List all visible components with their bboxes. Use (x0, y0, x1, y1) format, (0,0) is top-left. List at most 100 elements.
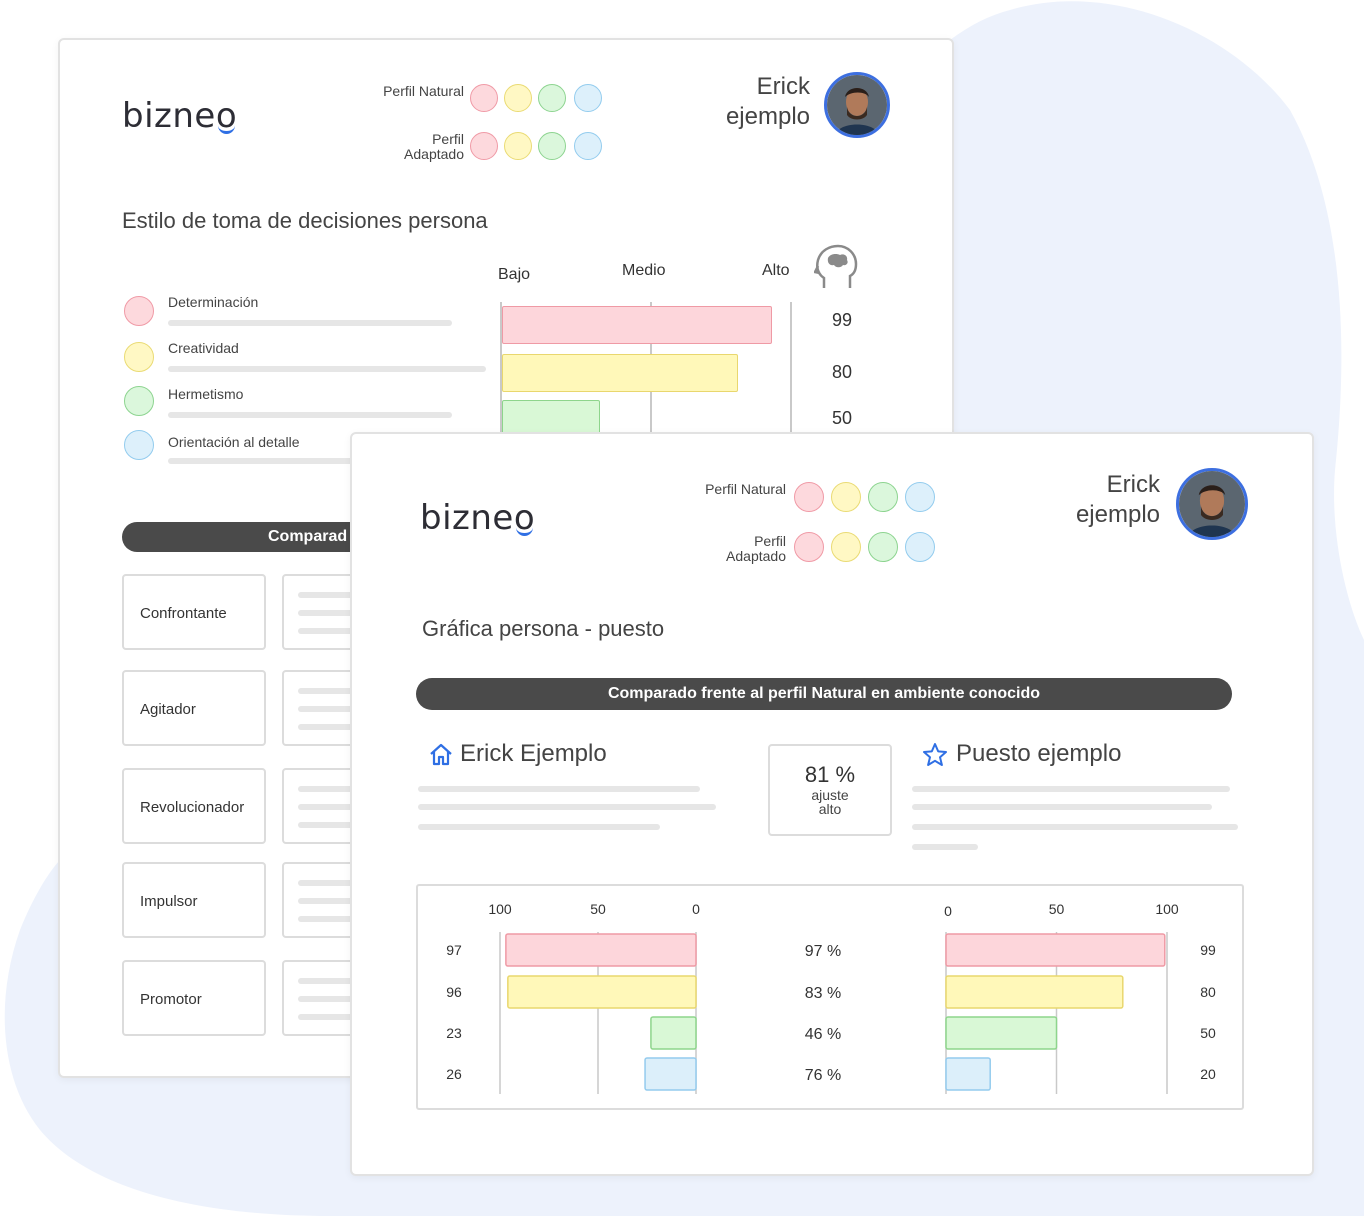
comparison-chart: 100 50 0 0 50 100 97 96 23 26 99 80 50 20 97 % 83 % 46 %… (416, 884, 1244, 1110)
job-value: 50 (1200, 1025, 1216, 1041)
axis-line (790, 302, 792, 432)
person-bar (507, 975, 697, 1009)
right-axis-tick: 50 (1049, 901, 1065, 917)
user-first-name: Erick (1106, 471, 1160, 498)
job-heading: Puesto ejemplo (956, 740, 1122, 767)
type-label: Promotor (140, 991, 202, 1008)
natural-yellow-dot (831, 482, 861, 512)
natural-blue-dot (905, 482, 935, 512)
fit-label-2: alto (818, 801, 842, 817)
placeholder-line (168, 412, 452, 418)
user-last-name: ejemplo (725, 103, 810, 130)
fit-label-1: ajuste (811, 787, 849, 803)
type-card[interactable]: Promotor (122, 960, 266, 1036)
match-percent: 76 % (805, 1067, 841, 1084)
type-card[interactable]: Impulsor (122, 862, 266, 938)
legend-natural-label: Perfil Natural (383, 83, 464, 99)
placeholder-line (418, 824, 660, 830)
person-bar (650, 1016, 697, 1050)
fit-score-box: 81 % ajuste alto (768, 744, 892, 836)
adapted-blue-dot (574, 132, 602, 160)
person-value: 26 (446, 1066, 462, 1082)
bizneo-logo: bizneo (420, 498, 535, 538)
placeholder-line (912, 804, 1212, 810)
adapted-yellow-dot (831, 532, 861, 562)
adapted-blue-dot (905, 532, 935, 562)
placeholder-line (298, 628, 358, 634)
job-value: 80 (1200, 984, 1216, 1000)
placeholder-line (298, 880, 358, 886)
placeholder-line (298, 1014, 358, 1020)
placeholder-line (298, 592, 358, 598)
job-value: 99 (1200, 942, 1216, 958)
match-percent: 83 % (805, 985, 841, 1002)
adapted-red-dot (794, 532, 824, 562)
person-job-comparison-card: bizneo Perfil Natural Perfil Adaptado Er… (350, 432, 1314, 1176)
type-card[interactable]: Agitador (122, 670, 266, 746)
legend-natural-label: Perfil Natural (705, 481, 786, 497)
left-axis-tick: 100 (488, 901, 512, 917)
placeholder-line (298, 610, 358, 616)
placeholder-line (912, 844, 978, 850)
natural-green-dot (868, 482, 898, 512)
person-bar (644, 1057, 697, 1091)
left-axis-tick: 0 (692, 901, 700, 917)
placeholder-line (912, 786, 1230, 792)
logo-o: o (513, 498, 536, 538)
person-heading: Erick Ejemplo (460, 740, 607, 767)
placeholder-line (168, 458, 368, 464)
legend-adapted-label: Perfil Adaptado (404, 131, 464, 162)
scale-high-label: Alto (762, 262, 790, 279)
trait-red-dot (124, 296, 154, 326)
comparison-pill: Comparado frente al perfil Natural en am… (416, 678, 1232, 710)
job-value: 20 (1200, 1066, 1216, 1082)
avatar-photo (827, 75, 887, 135)
page-title: Estilo de toma de decisiones persona (122, 208, 488, 233)
type-label: Confrontante (140, 605, 227, 622)
comparison-chart-svg: 100 50 0 0 50 100 97 96 23 26 99 80 50 20 97 % 83 % 46 %… (446, 901, 1216, 1094)
type-card[interactable]: Confrontante (122, 574, 266, 650)
person-value: 96 (446, 984, 462, 1000)
avatar (1176, 468, 1248, 540)
placeholder-line (298, 786, 358, 792)
bizneo-logo: bizneo (122, 96, 237, 136)
person-value: 97 (446, 942, 462, 958)
scale-low-label: Bajo (498, 266, 531, 283)
type-card[interactable]: Revolucionador (122, 768, 266, 844)
user-name: Erick ejemplo (690, 72, 810, 132)
trait-yellow-dot (124, 342, 154, 372)
trait-label: Hermetismo (168, 386, 244, 402)
adapted-green-dot (868, 532, 898, 562)
person-bar (505, 933, 697, 967)
legend-adapted-label: Perfil Adaptado (726, 533, 786, 564)
trait-green-dot (124, 386, 154, 416)
match-percent: 97 % (805, 943, 841, 960)
natural-green-dot (538, 84, 566, 112)
placeholder-line (298, 996, 358, 1002)
placeholder-line (298, 804, 358, 810)
placeholder-line (298, 706, 358, 712)
trait-label: Creatividad (168, 340, 239, 356)
logo-text: bizneo (122, 96, 238, 136)
star-icon (923, 743, 947, 766)
adapted-yellow-dot (504, 132, 532, 160)
comparison-pill-label: Comparad (268, 528, 348, 545)
placeholder-line (418, 786, 700, 792)
natural-red-dot (794, 482, 824, 512)
trait-label: Determinación (168, 294, 259, 310)
scale-mid-label: Medio (622, 262, 666, 279)
left-axis-tick: 50 (590, 901, 606, 917)
trait-label: Orientación al detalle (168, 434, 300, 450)
bar-hermetismo (502, 400, 600, 438)
natural-blue-dot (574, 84, 602, 112)
page-title: Gráfica persona - puesto (422, 616, 665, 641)
person-value: 23 (446, 1025, 462, 1041)
user-last-name: ejemplo (1075, 501, 1160, 528)
adapted-green-dot (538, 132, 566, 160)
job-bar (945, 1016, 1058, 1050)
placeholder-line (298, 978, 358, 984)
fit-value: 81 % (804, 762, 856, 787)
type-label: Revolucionador (140, 799, 245, 816)
placeholder-line (298, 898, 358, 904)
placeholder-line (912, 824, 1238, 830)
